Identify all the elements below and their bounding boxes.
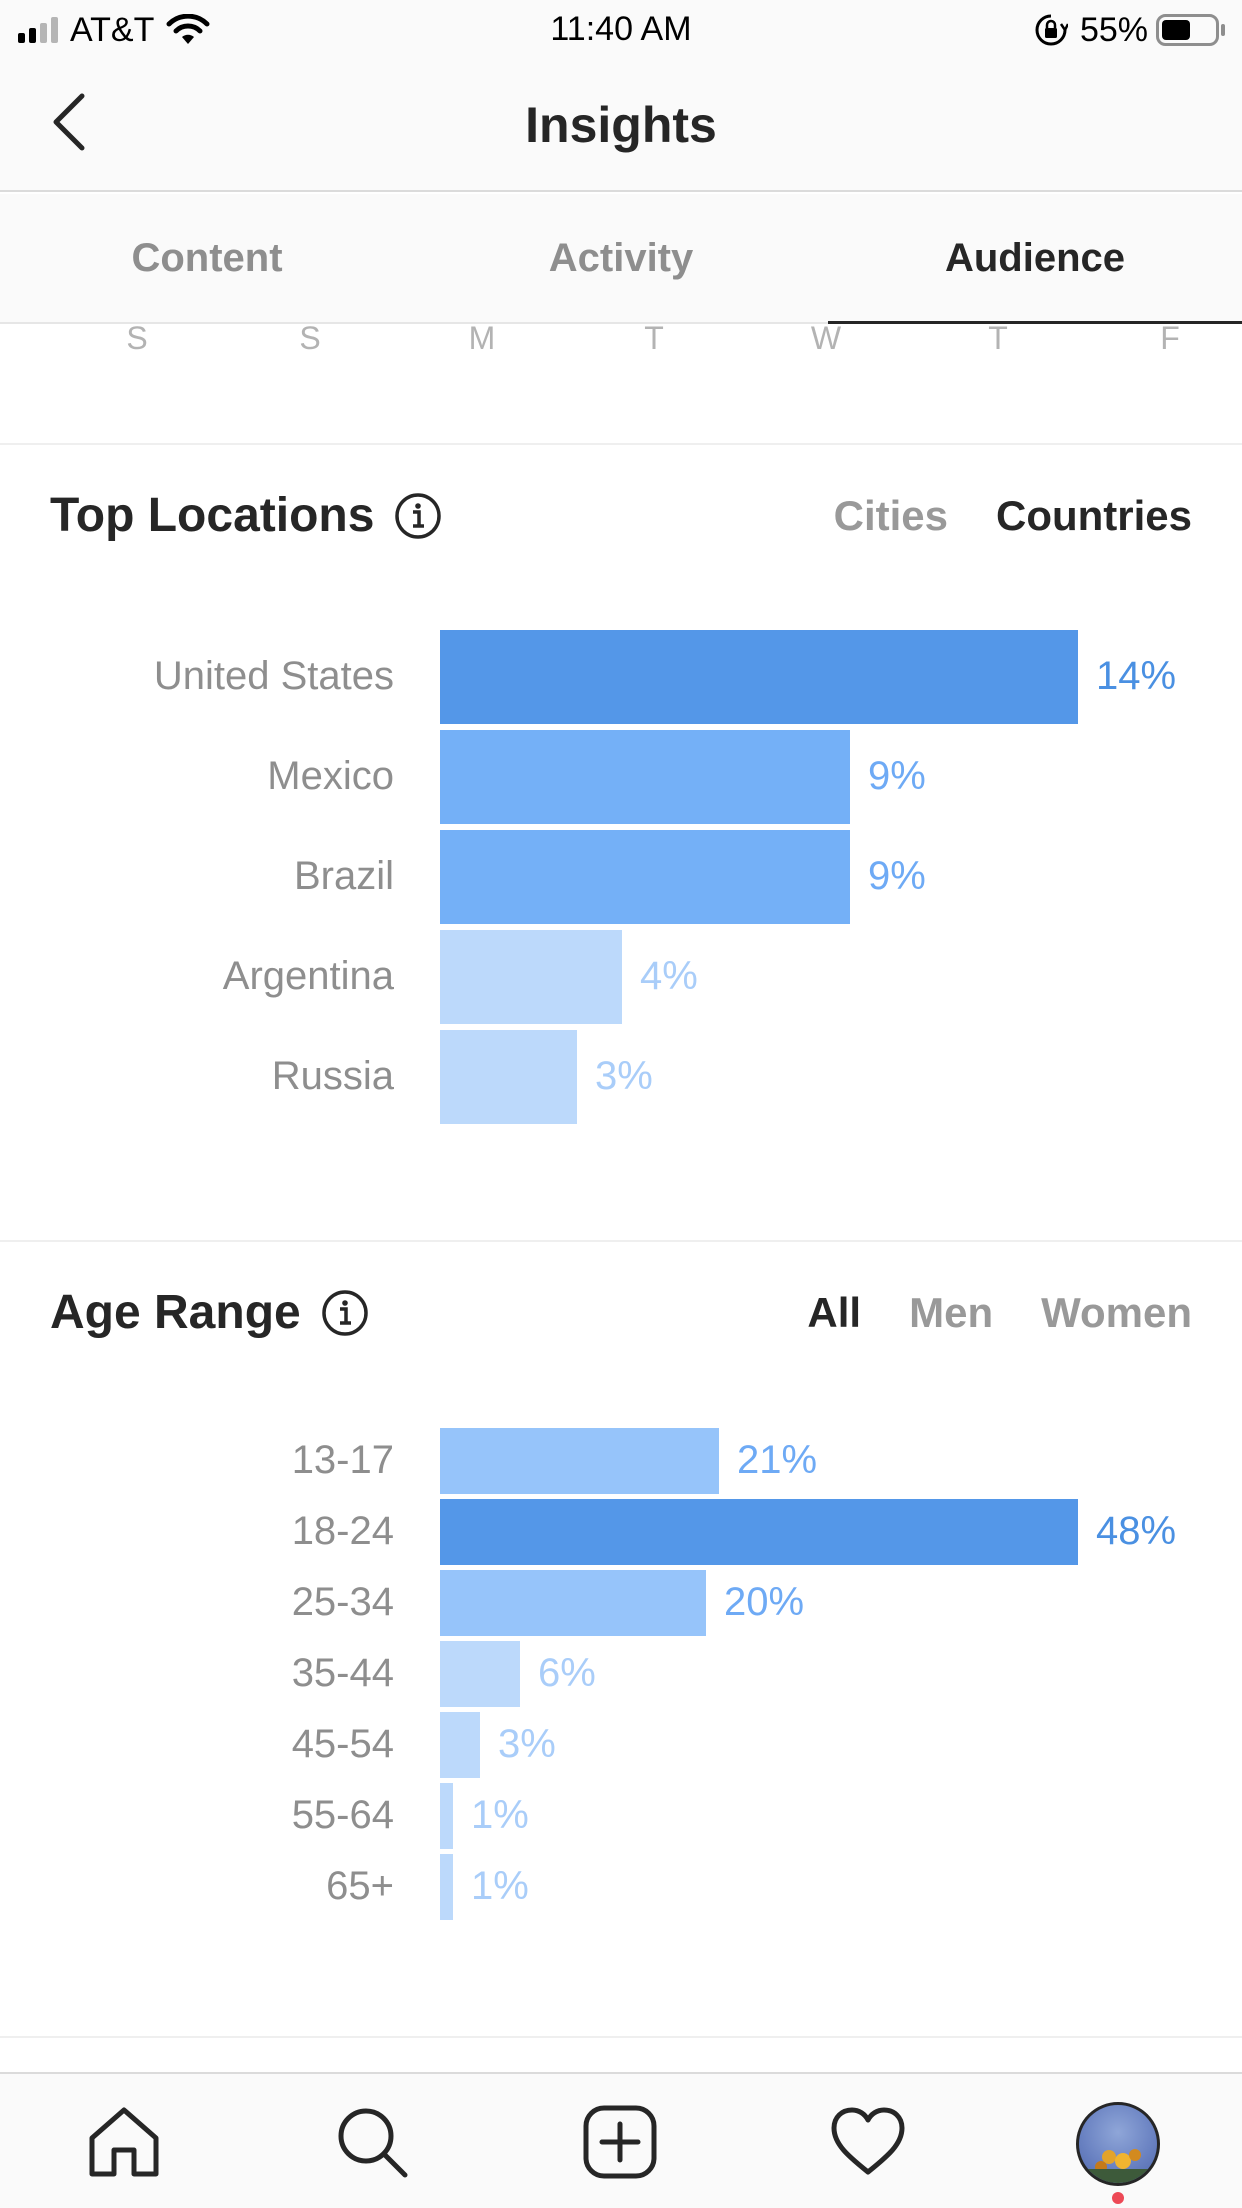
bar <box>440 1854 453 1920</box>
category-label: 55-64 <box>291 1793 394 1837</box>
carrier-name: AT&T <box>70 10 155 49</box>
category-label: 65+ <box>326 1864 394 1908</box>
wifi-icon <box>166 14 210 44</box>
bar <box>440 1783 453 1849</box>
category-label: Mexico <box>267 754 394 798</box>
bar <box>440 1712 480 1778</box>
profile-avatar[interactable] <box>1076 2102 1160 2186</box>
bottom-nav <box>0 2072 1242 2208</box>
tab-content[interactable]: Content <box>131 236 283 280</box>
home-icon[interactable] <box>86 2104 162 2180</box>
chart-row: 35-44 6% <box>0 1641 1242 1707</box>
value-label: 21% <box>737 1438 818 1482</box>
day-label: W <box>810 320 842 356</box>
status-bar: AT&T 11:40 AM 55% <box>0 0 1242 60</box>
filter-countries[interactable]: Countries <box>995 492 1192 539</box>
bar <box>440 830 850 924</box>
filter-men[interactable]: Men <box>909 1289 994 1336</box>
chart-row: 13-17 21% <box>0 1428 1242 1494</box>
page-title: Insights <box>525 97 717 153</box>
back-chevron-icon[interactable] <box>40 90 100 154</box>
tab-audience[interactable]: Audience <box>828 194 1242 324</box>
weekday-axis: S S M T W T F <box>0 320 1242 360</box>
value-label: 14% <box>1096 654 1177 698</box>
bar <box>440 930 622 1024</box>
status-right: 55% <box>1034 10 1226 50</box>
bar <box>440 1499 1078 1565</box>
value-label: 1% <box>471 1793 529 1837</box>
category-label: Argentina <box>222 954 394 998</box>
rotation-lock-icon <box>1035 14 1068 46</box>
value-label: 9% <box>868 854 926 898</box>
tab-activity[interactable]: Activity <box>548 236 694 280</box>
chart-row: Brazil 9% <box>0 830 1242 924</box>
category-label: Russia <box>271 1054 394 1098</box>
value-label: 1% <box>471 1864 529 1908</box>
top-locations-title: Top Locations <box>50 488 442 543</box>
info-icon[interactable] <box>321 1289 369 1337</box>
status-time: 11:40 AM <box>550 10 692 48</box>
day-label: T <box>988 320 1008 356</box>
bar <box>440 630 1078 724</box>
header-bar: Insights <box>0 60 1242 192</box>
day-label: S <box>299 320 321 356</box>
section-divider <box>0 443 1242 445</box>
avatar-image <box>1079 2149 1157 2183</box>
category-label: 35-44 <box>291 1651 394 1695</box>
chart-row: Argentina 4% <box>0 930 1242 1024</box>
chart-row: 55-64 1% <box>0 1783 1242 1849</box>
day-label: S <box>126 320 148 356</box>
category-label: Brazil <box>293 854 394 898</box>
chart-row: 18-24 48% <box>0 1499 1242 1565</box>
filter-cities[interactable]: Cities <box>833 492 948 539</box>
category-label: 25-34 <box>291 1580 394 1624</box>
chart-row: 25-34 20% <box>0 1570 1242 1636</box>
heart-icon[interactable] <box>830 2104 906 2180</box>
value-label: 3% <box>595 1054 653 1098</box>
bar <box>440 1428 719 1494</box>
bar <box>440 1641 520 1707</box>
signal-icon <box>18 17 58 43</box>
bar <box>440 1570 706 1636</box>
value-label: 3% <box>498 1722 556 1766</box>
chart-row: Mexico 9% <box>0 730 1242 824</box>
top-locations-title-text: Top Locations <box>50 489 375 542</box>
bar <box>440 1030 577 1124</box>
category-label: 45-54 <box>291 1722 394 1766</box>
value-label: 48% <box>1096 1509 1177 1553</box>
section-divider <box>0 2036 1242 2038</box>
insights-tabs: Content Activity Audience <box>0 194 1242 324</box>
value-label: 20% <box>724 1580 805 1624</box>
chart-row: 45-54 3% <box>0 1712 1242 1778</box>
battery-icon <box>1156 14 1225 46</box>
battery-percent: 55% <box>1079 10 1148 49</box>
chart-row: Russia 3% <box>0 1030 1242 1124</box>
category-label: United States <box>153 654 394 698</box>
filter-all[interactable]: All <box>807 1289 862 1336</box>
value-label: 4% <box>640 954 698 998</box>
day-label: F <box>1160 320 1180 356</box>
day-label: M <box>468 320 496 356</box>
chart-row: United States 14% <box>0 630 1242 724</box>
day-label: T <box>644 320 664 356</box>
location-filters: Cities Countries <box>834 492 1192 540</box>
bar <box>440 730 850 824</box>
age-range-title: Age Range <box>50 1285 369 1340</box>
value-label: 6% <box>538 1651 596 1695</box>
add-post-icon[interactable] <box>582 2104 658 2180</box>
age-filters: All Men Women <box>807 1289 1192 1337</box>
info-icon[interactable] <box>394 492 442 540</box>
value-label: 9% <box>868 754 926 798</box>
status-left: AT&T <box>18 10 210 50</box>
category-label: 13-17 <box>291 1438 394 1482</box>
chart-row: 65+ 1% <box>0 1854 1242 1920</box>
category-label: 18-24 <box>291 1509 394 1553</box>
notification-dot <box>1112 2192 1124 2204</box>
search-icon[interactable] <box>334 2104 410 2180</box>
filter-women[interactable]: Women <box>1041 1289 1192 1336</box>
section-divider <box>0 1240 1242 1242</box>
age-range-title-text: Age Range <box>50 1286 301 1339</box>
